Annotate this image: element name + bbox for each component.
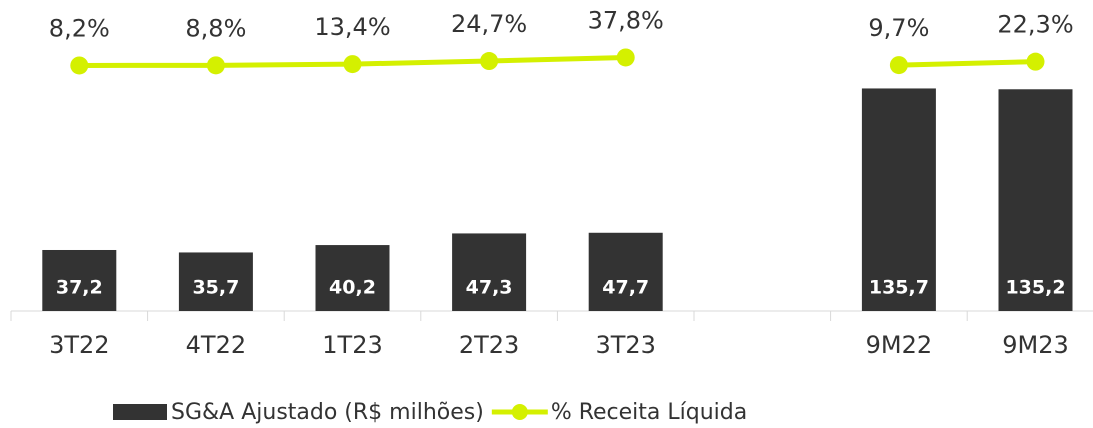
line-point	[70, 56, 89, 75]
x-tick-label: 1T23	[322, 331, 382, 359]
x-tick-label: 9M23	[1002, 331, 1069, 359]
bar	[588, 232, 663, 311]
bar	[861, 88, 936, 312]
x-tick-label: 4T22	[186, 331, 246, 359]
legend-label: % Receita Líquida	[551, 400, 747, 425]
line-point	[616, 48, 635, 67]
bar-value-label: 37,2	[56, 277, 103, 299]
legend-swatch	[113, 404, 167, 420]
line-value-label: 37,8%	[588, 6, 664, 34]
line-value-label: 22,3%	[997, 11, 1073, 39]
line	[898, 59, 1036, 68]
line-point	[206, 56, 225, 75]
line-point	[889, 56, 908, 75]
line-value-label: 13,4%	[314, 13, 390, 41]
bar	[178, 252, 253, 311]
bar	[452, 233, 527, 311]
bar-value-label: 47,3	[466, 277, 513, 299]
line-point	[1026, 52, 1045, 71]
x-tick-label: 3T22	[49, 331, 109, 359]
bar-value-label: 135,7	[869, 277, 929, 299]
bar	[998, 89, 1073, 311]
bar-value-label: 40,2	[329, 277, 376, 299]
line-value-label: 8,8%	[185, 14, 246, 42]
bar-value-label: 47,7	[602, 277, 649, 299]
x-tick-label: 2T23	[459, 331, 519, 359]
line-value-label: 24,7%	[451, 10, 527, 38]
x-tick-label: 3T23	[595, 331, 655, 359]
legend-label: SG&A Ajustado (R$ milhões)	[171, 400, 484, 425]
bar	[315, 245, 390, 311]
line-point	[343, 55, 362, 74]
bar	[42, 249, 117, 311]
bar-value-label: 35,7	[192, 277, 239, 299]
line-value-label: 9,7%	[868, 14, 929, 42]
bar-value-label: 135,2	[1005, 277, 1065, 299]
legend-swatch-point	[511, 404, 528, 420]
x-tick-label: 9M22	[866, 331, 933, 359]
line-value-label: 8,2%	[49, 14, 110, 42]
line-point	[480, 52, 499, 71]
